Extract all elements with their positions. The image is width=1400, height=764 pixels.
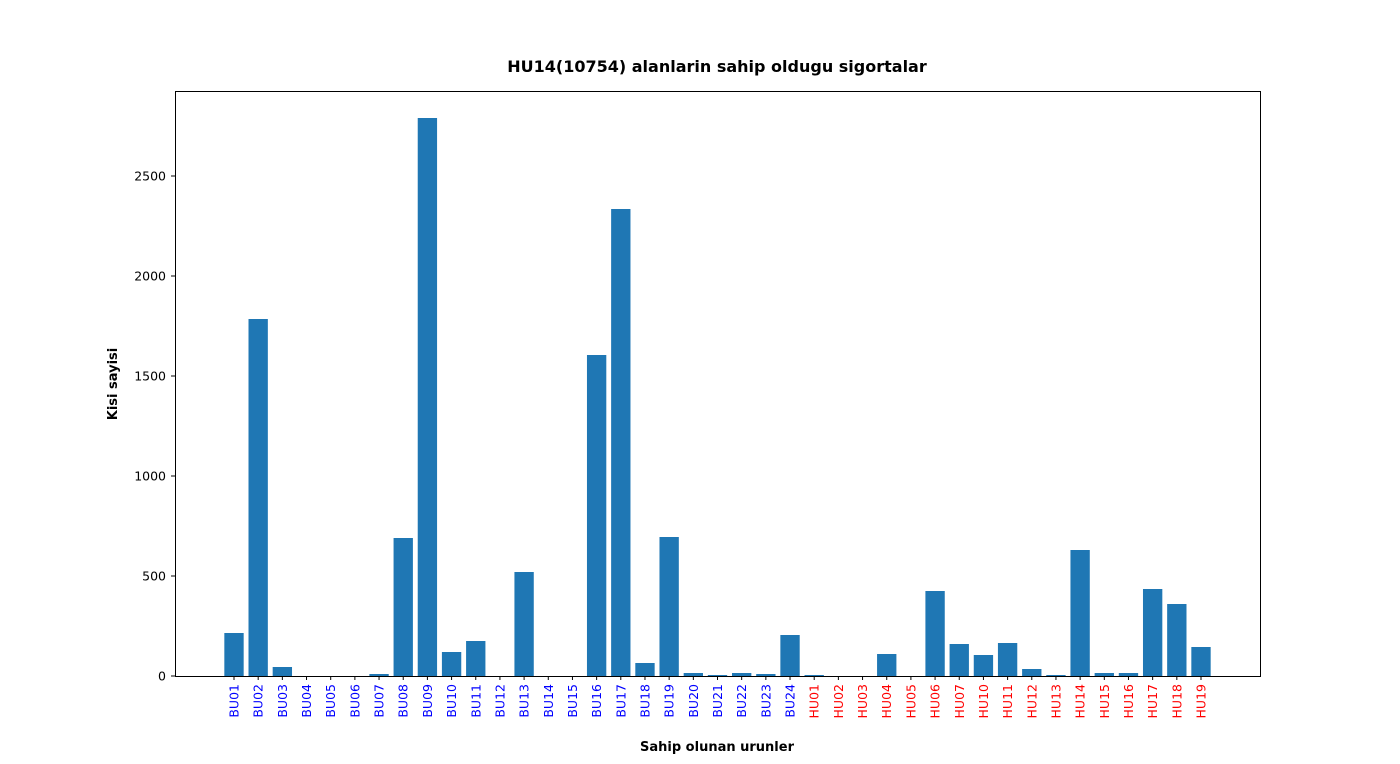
x-tick-label: BU04 bbox=[299, 684, 314, 718]
y-tick-label: 0 bbox=[158, 669, 166, 684]
x-axis-ticks: BU01 BU02 BU03 BU04 BU05 BU06 BU07 BU08 BU09 BU10… bbox=[227, 676, 1209, 718]
bar-bu13 bbox=[514, 572, 534, 676]
x-tick-label: HU07 bbox=[952, 684, 967, 718]
x-tick-label: BU11 bbox=[468, 684, 483, 718]
bar-hu17 bbox=[1142, 589, 1163, 676]
x-tick-label: BU23 bbox=[758, 684, 773, 718]
bar-bu19 bbox=[659, 537, 679, 676]
x-tick-label: HU12 bbox=[1024, 684, 1039, 718]
x-tick-label: BU20 bbox=[686, 684, 701, 718]
bar-bu08 bbox=[393, 538, 413, 676]
plot-frame bbox=[175, 91, 1261, 677]
bar-hu18 bbox=[1167, 604, 1187, 676]
bar-hu13 bbox=[1046, 675, 1066, 676]
bar-bu01 bbox=[224, 633, 244, 676]
y-tick-label: 2500 bbox=[134, 169, 166, 184]
x-tick-label: BU01 bbox=[227, 684, 242, 718]
bar-bu09 bbox=[417, 118, 438, 676]
bar-hu14 bbox=[1070, 550, 1090, 676]
x-tick-label: BU16 bbox=[589, 684, 604, 718]
bar-bu11 bbox=[466, 641, 486, 676]
x-tick-label: HU14 bbox=[1073, 684, 1088, 719]
bar-hu04 bbox=[877, 654, 897, 676]
x-tick-label: HU03 bbox=[855, 684, 870, 718]
x-tick-label: BU17 bbox=[613, 684, 628, 718]
bar-hu11 bbox=[997, 643, 1018, 676]
x-tick-label: BU05 bbox=[323, 684, 338, 718]
x-tick-label: BU02 bbox=[251, 684, 266, 718]
y-axis-ticks: 0 500 1000 1500 2000 2500 bbox=[134, 169, 175, 684]
x-tick-label: BU15 bbox=[565, 684, 580, 718]
x-tick-label: HU19 bbox=[1194, 684, 1209, 719]
x-tick-label: BU06 bbox=[347, 684, 362, 718]
x-tick-label: BU14 bbox=[541, 684, 556, 718]
y-tick-label: 1500 bbox=[134, 369, 166, 384]
x-tick-label: HU15 bbox=[1097, 684, 1112, 718]
x-tick-label: BU18 bbox=[637, 684, 652, 718]
bar-hu12 bbox=[1022, 669, 1042, 676]
x-tick-label: BU07 bbox=[372, 684, 387, 718]
x-tick-label: BU08 bbox=[396, 684, 411, 718]
x-tick-label: HU11 bbox=[1000, 684, 1015, 718]
bar-bu22 bbox=[732, 673, 752, 676]
x-tick-label: BU03 bbox=[275, 684, 290, 718]
y-axis-label: Kisi sayisi bbox=[106, 348, 121, 420]
bar-hu19 bbox=[1191, 647, 1211, 676]
x-tick-label: HU06 bbox=[928, 684, 943, 719]
chart-title: HU14(10754) alanlarin sahip oldugu sigor… bbox=[507, 57, 927, 76]
bar-series bbox=[224, 118, 1211, 676]
x-tick-label: HU10 bbox=[976, 684, 991, 719]
x-tick-label: HU16 bbox=[1121, 684, 1136, 719]
x-tick-label: BU09 bbox=[420, 684, 435, 718]
bar-hu07 bbox=[949, 644, 969, 676]
x-tick-label: BU22 bbox=[734, 684, 749, 718]
bar-bu23 bbox=[756, 674, 776, 676]
bar-hu16 bbox=[1118, 673, 1139, 676]
bar-bu20 bbox=[683, 673, 703, 676]
x-tick-label: BU19 bbox=[662, 684, 677, 718]
x-tick-label: BU13 bbox=[517, 684, 532, 718]
bar-bu02 bbox=[248, 319, 268, 676]
bar-bu07 bbox=[369, 674, 389, 676]
x-tick-label: HU05 bbox=[903, 684, 918, 718]
bar-hu10 bbox=[973, 655, 994, 676]
bar-hu01 bbox=[804, 675, 824, 676]
bar-bu18 bbox=[635, 663, 655, 676]
x-tick-label: HU13 bbox=[1048, 684, 1063, 718]
x-tick-label: BU10 bbox=[444, 684, 459, 718]
bar-bu16 bbox=[586, 355, 607, 676]
y-tick-label: 1000 bbox=[134, 469, 166, 484]
x-axis-label: Sahip olunan urunler bbox=[640, 740, 795, 755]
x-tick-label: BU12 bbox=[492, 684, 507, 718]
x-tick-label: HU18 bbox=[1169, 684, 1184, 719]
bar-bu10 bbox=[441, 652, 462, 676]
bar-bu21 bbox=[707, 675, 728, 676]
y-tick-label: 2000 bbox=[134, 269, 166, 284]
bar-hu15 bbox=[1094, 673, 1114, 676]
x-tick-label: HU02 bbox=[831, 684, 846, 718]
bar-bu17 bbox=[611, 209, 631, 676]
x-tick-label: HU04 bbox=[879, 684, 894, 719]
x-tick-label: HU01 bbox=[807, 684, 822, 718]
bar-bu03 bbox=[272, 667, 293, 676]
y-tick-label: 500 bbox=[142, 569, 166, 584]
x-tick-label: HU17 bbox=[1145, 684, 1160, 718]
bar-bu24 bbox=[780, 635, 800, 676]
x-tick-label: BU24 bbox=[783, 684, 798, 718]
bar-hu06 bbox=[925, 591, 945, 676]
x-tick-label: BU21 bbox=[710, 684, 725, 718]
